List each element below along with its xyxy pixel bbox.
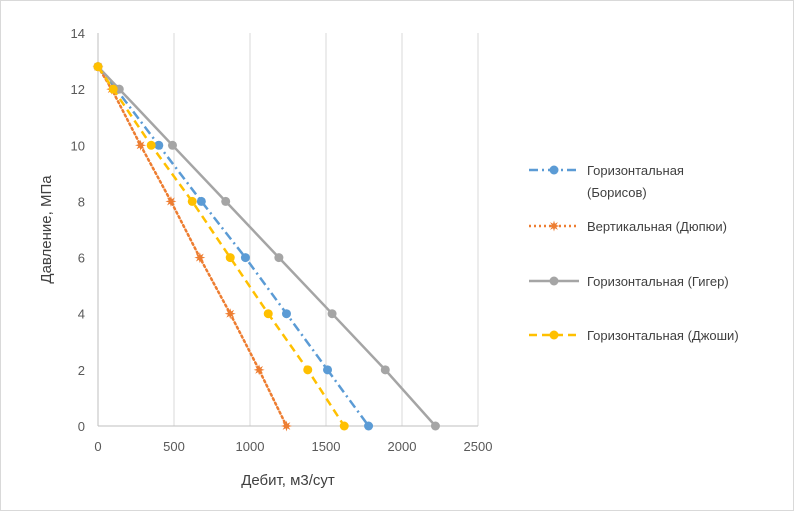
data-point [380,365,390,375]
grid-lines [173,33,479,426]
legend-label: (Борисов) [587,185,647,200]
y-tick-label: 10 [71,138,85,153]
series-line [96,65,288,428]
legend-label: Горизонтальная (Джоши) [587,328,739,343]
data-point [323,365,333,375]
x-tick-label: 1500 [312,439,341,454]
data-point [339,421,349,431]
data-point [108,84,118,94]
x-tick-label: 0 [94,439,101,454]
data-point [548,220,560,232]
y-tick-label: 12 [71,82,85,97]
x-tick-label: 1000 [236,439,265,454]
data-point [154,140,164,150]
x-axis-title: Дебит, м3/сут [241,472,335,489]
data-point [430,421,440,431]
data-point [253,364,265,376]
legend-label: Горизонтальная (Гигер) [587,274,729,289]
y-tick-label: 8 [78,194,85,209]
data-point [364,421,374,431]
data-point [303,365,313,375]
data-point [549,330,559,340]
data-point [167,140,177,150]
data-point [274,253,284,263]
legend-label: Горизонтальная [587,163,684,178]
data-point [327,309,337,319]
axes [97,33,478,427]
series-line [97,65,370,427]
data-point [549,165,559,175]
y-tick-label: 14 [71,26,85,41]
data-point [224,308,236,320]
y-tick-label: 2 [78,363,85,378]
legend: Горизонтальная (Борисов) Вертикальная (Дюп… [529,163,739,343]
data-point [281,309,291,319]
data-point [165,195,177,207]
series-line [96,65,346,427]
y-axis-title: Давление, МПа [38,175,55,284]
y-tick-label: 4 [78,307,85,322]
data-point [221,196,231,206]
data-point [187,196,197,206]
data-point [263,309,273,319]
data-point [196,196,206,206]
x-tick-label: 500 [163,439,185,454]
data-point [194,252,206,264]
series-layer [92,61,440,432]
data-point [240,253,250,263]
series-line [97,65,437,427]
legend-label: Вертикальная (Дюпюи) [587,219,727,234]
tick-labels: 0 500 1000 1500 2000 2500 0 2 4 6 8 10 12 14 [71,26,493,454]
x-tick-label: 2500 [464,439,493,454]
data-point [93,62,103,72]
data-point [225,253,235,263]
data-point [280,420,292,432]
y-tick-label: 6 [78,251,85,266]
data-point [146,140,156,150]
data-point [549,276,559,286]
data-point [135,139,147,151]
y-tick-label: 0 [78,419,85,434]
x-tick-label: 2000 [388,439,417,454]
